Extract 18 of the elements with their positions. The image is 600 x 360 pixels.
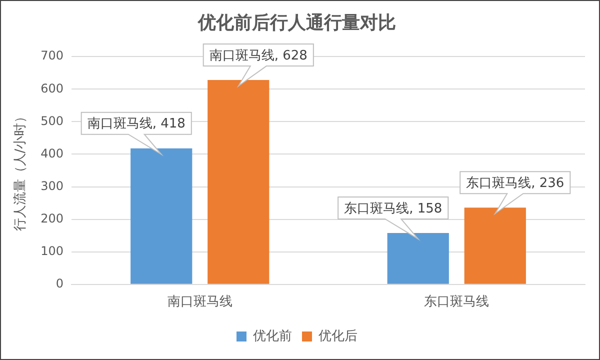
legend-label: 优化前	[253, 328, 292, 344]
x-tick-label: 东口斑马线	[424, 294, 490, 310]
y-tick-label: 0	[56, 276, 64, 291]
chart-title: 优化前后行人通行量对比	[197, 12, 396, 34]
legend-label: 优化后	[318, 328, 358, 344]
data-label: 南口斑马线, 628	[209, 48, 308, 64]
y-tick-label: 400	[40, 146, 64, 160]
y-tick-label: 100	[40, 244, 64, 258]
y-tick-label: 600	[40, 81, 64, 96]
y-tick-label: 300	[40, 178, 64, 193]
data-label: 南口斑马线, 418	[87, 116, 186, 132]
y-tick-label: 700	[40, 48, 64, 63]
data-label: 东口斑马线, 158	[344, 201, 442, 216]
y-axis-title: 行人流量（人/小时）	[12, 110, 28, 232]
data-label: 东口斑马线, 236	[466, 176, 564, 191]
x-tick-label: 南口斑马线	[167, 294, 232, 310]
y-tick-label: 500	[40, 114, 64, 128]
y-tick-label: 200	[40, 211, 64, 226]
